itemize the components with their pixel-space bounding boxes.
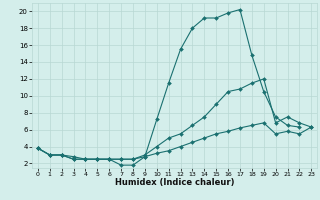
X-axis label: Humidex (Indice chaleur): Humidex (Indice chaleur) — [115, 178, 234, 187]
